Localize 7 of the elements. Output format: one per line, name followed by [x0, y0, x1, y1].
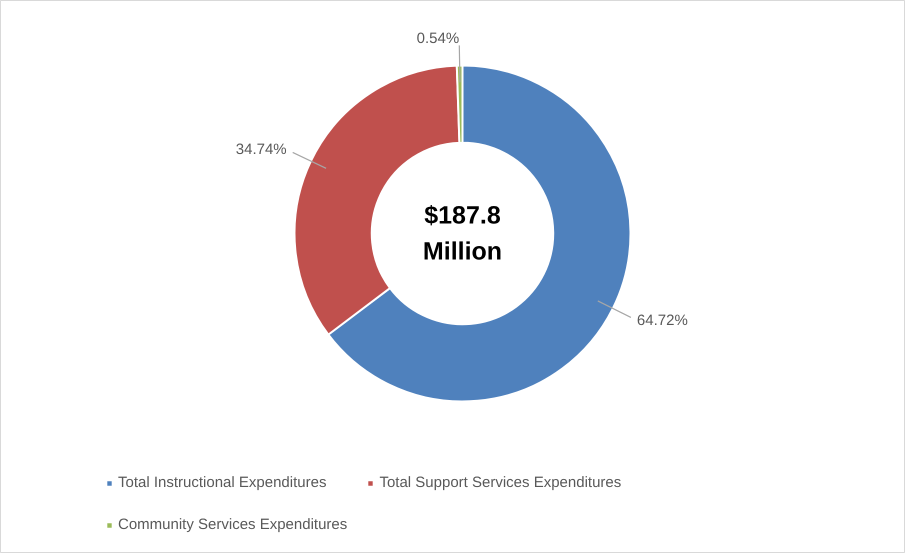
- legend-label: Total Instructional Expenditures: [118, 474, 326, 491]
- data-label: 0.54%: [416, 30, 460, 48]
- legend-label: Community Services Expenditures: [118, 516, 348, 533]
- data-label: 64.72%: [636, 312, 688, 329]
- legend-label: Total Support Services Expenditures: [379, 474, 622, 491]
- text: $187.8 Million: [422, 201, 502, 266]
- data-label: 34.74%: [236, 141, 287, 158]
